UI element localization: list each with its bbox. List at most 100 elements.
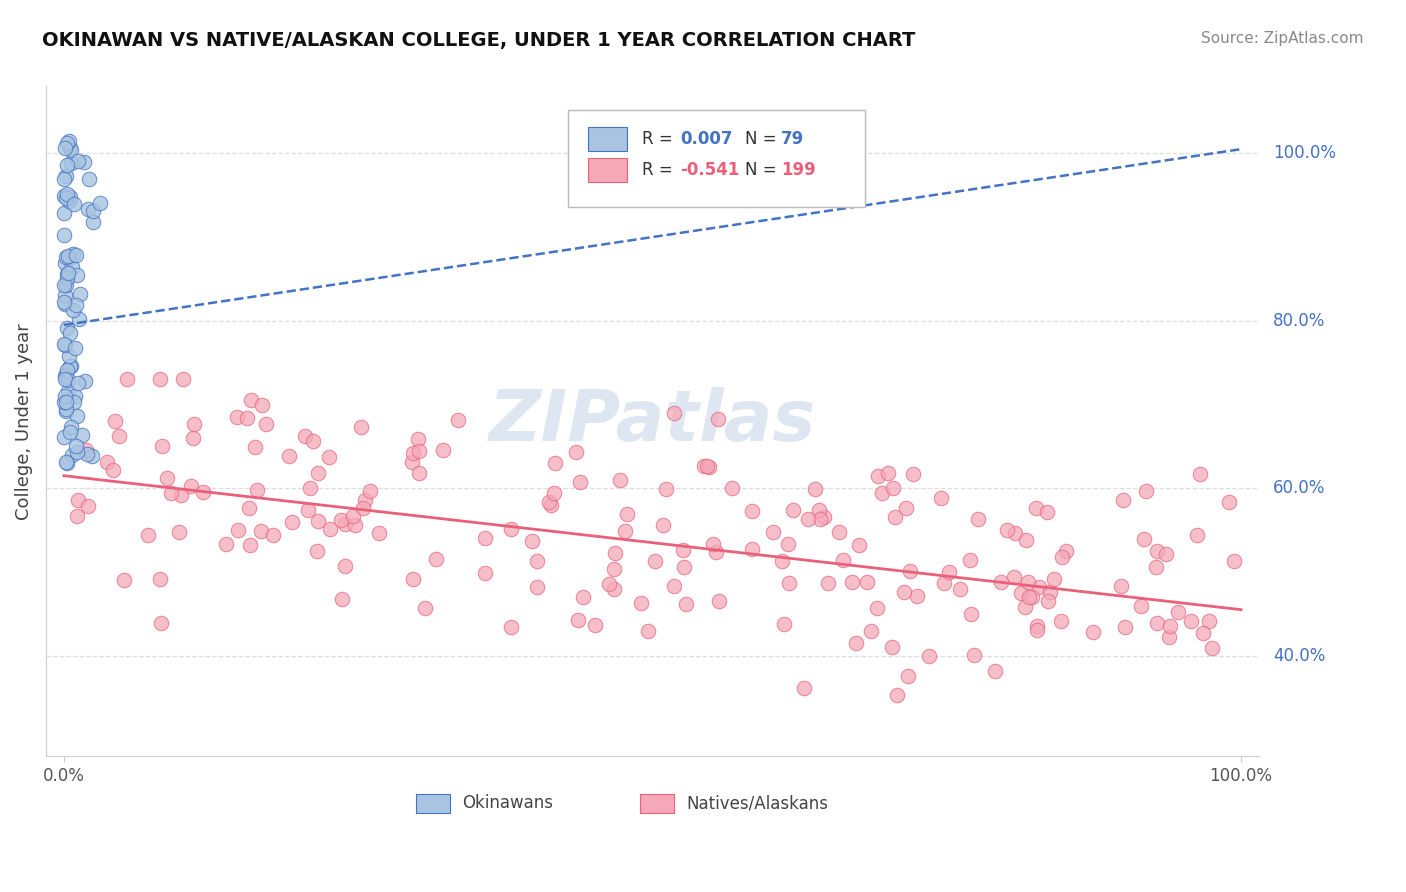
Point <box>609 474 631 488</box>
Point <box>59 141 82 155</box>
Text: 40.0%: 40.0% <box>1274 647 1326 665</box>
Point <box>882 640 904 654</box>
Point <box>101 463 124 477</box>
Point <box>1129 599 1152 614</box>
Point <box>1154 547 1177 561</box>
Point <box>1114 620 1136 634</box>
Point <box>172 372 194 386</box>
Point <box>901 467 924 481</box>
Point <box>183 417 205 432</box>
Point <box>77 499 100 513</box>
Point <box>616 507 638 521</box>
Point <box>1052 550 1074 565</box>
Point <box>53 336 76 351</box>
Point <box>249 524 271 539</box>
Point <box>55 394 77 409</box>
Point <box>1015 533 1038 547</box>
Point <box>67 312 90 326</box>
Point <box>652 517 675 532</box>
Point <box>401 446 423 460</box>
Point <box>776 537 799 551</box>
Point <box>53 172 76 186</box>
Point <box>55 191 77 205</box>
Point <box>1002 570 1025 584</box>
Point <box>53 256 76 270</box>
Text: 80.0%: 80.0% <box>1274 312 1326 330</box>
Point <box>53 141 76 155</box>
Point <box>900 564 922 578</box>
Point <box>236 410 259 425</box>
Point <box>813 510 835 524</box>
Point <box>1050 614 1073 628</box>
Point <box>55 389 77 403</box>
Point <box>526 580 548 594</box>
Point <box>538 495 561 509</box>
Point <box>1223 554 1246 568</box>
Point <box>66 492 89 507</box>
Point <box>55 277 77 292</box>
Point <box>848 537 870 551</box>
Point <box>226 523 249 537</box>
Point <box>1025 619 1047 633</box>
Point <box>447 413 470 427</box>
Point <box>614 524 637 539</box>
Point <box>53 189 76 203</box>
Point <box>605 546 627 560</box>
Point <box>72 154 94 169</box>
Point <box>828 524 851 539</box>
Point <box>990 574 1012 589</box>
Point <box>841 575 863 590</box>
Point <box>343 517 366 532</box>
Point <box>56 384 79 398</box>
Point <box>193 485 215 500</box>
Point <box>367 525 389 540</box>
Point <box>170 488 193 502</box>
Point <box>62 302 84 317</box>
Point <box>299 481 322 495</box>
Point <box>60 143 83 157</box>
Point <box>1025 501 1047 516</box>
Point <box>544 456 567 470</box>
Point <box>1039 584 1062 599</box>
Point <box>572 590 595 604</box>
Point <box>115 372 138 386</box>
Point <box>603 582 626 597</box>
Point <box>350 419 373 434</box>
Point <box>1109 579 1132 593</box>
Point <box>53 430 76 444</box>
Point <box>882 481 904 495</box>
Point <box>1014 599 1036 614</box>
Point <box>959 553 981 567</box>
Point <box>1144 559 1167 574</box>
Point <box>773 616 796 631</box>
Point <box>897 669 920 683</box>
Point <box>598 577 620 591</box>
Point <box>73 374 96 388</box>
Point <box>1021 590 1043 604</box>
Point <box>697 459 720 474</box>
Point <box>886 689 908 703</box>
Point <box>69 286 91 301</box>
Point <box>932 575 955 590</box>
Point <box>55 404 77 418</box>
Point <box>707 411 730 425</box>
Point <box>1198 614 1220 628</box>
Point <box>59 359 82 374</box>
Y-axis label: College, Under 1 year: College, Under 1 year <box>15 323 32 520</box>
Point <box>104 414 127 428</box>
Point <box>1026 624 1049 638</box>
Point <box>896 500 918 515</box>
Text: -0.541: -0.541 <box>681 161 740 179</box>
Point <box>76 447 98 461</box>
Point <box>1112 493 1135 508</box>
Point <box>1135 483 1157 498</box>
Point <box>82 215 104 229</box>
Point <box>567 613 589 627</box>
Point <box>905 589 928 603</box>
Point <box>53 371 76 385</box>
Point <box>693 458 716 473</box>
Point <box>72 428 94 442</box>
Point <box>1189 467 1212 481</box>
Point <box>741 542 763 557</box>
Point <box>302 434 325 449</box>
